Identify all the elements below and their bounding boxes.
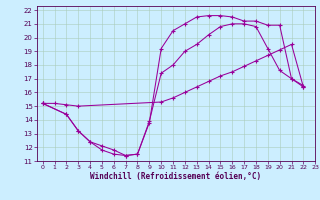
- X-axis label: Windchill (Refroidissement éolien,°C): Windchill (Refroidissement éolien,°C): [91, 172, 261, 181]
